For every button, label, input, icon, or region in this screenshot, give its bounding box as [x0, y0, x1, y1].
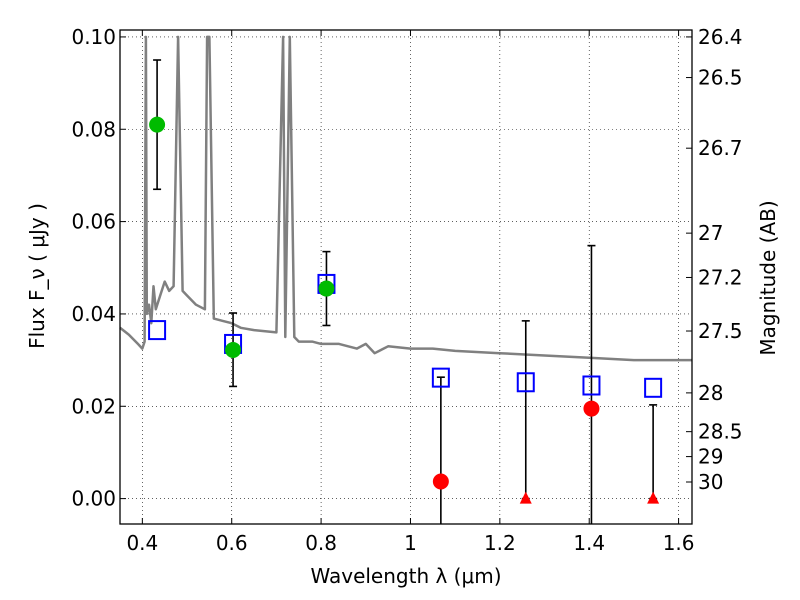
y-axis-label: Flux F_ν ( μJy ): [25, 203, 49, 349]
x-tick-label: 0.8: [305, 531, 337, 555]
y-tick-label: 0.10: [71, 25, 116, 49]
y-tick-label: 0.06: [71, 210, 116, 234]
right-tick-label: 26.5: [698, 66, 743, 90]
x-tick-label: 1.2: [484, 531, 516, 555]
x-tick-label: 0.4: [126, 531, 158, 555]
model-photometry-square: [644, 377, 663, 398]
x-axis-label: Wavelength λ (μm): [310, 564, 501, 588]
right-tick-label: 29: [698, 445, 723, 469]
detection-point: [225, 341, 242, 358]
model-photometry-square: [431, 367, 450, 388]
right-tick-label: 28: [698, 381, 723, 405]
error-bars-layer: [153, 59, 658, 524]
right-tick-label: 27.5: [698, 319, 743, 343]
right-tick-label: 26.4: [698, 25, 743, 49]
model-photometry-square: [516, 372, 535, 393]
upper-limit-triangle: [519, 491, 532, 504]
right-axis-label: Magnitude (AB): [756, 200, 780, 355]
right-tick-label: 28.5: [698, 420, 743, 444]
nondetection-point: [583, 400, 600, 417]
y-tick-label: 0.08: [71, 117, 116, 141]
model-photometry-square: [148, 320, 167, 341]
model-spectrum-layer: [119, 35, 692, 362]
x-tick-label: 1.6: [663, 531, 695, 555]
y-tick-label: 0.00: [71, 487, 116, 511]
x-tick-label: 1: [404, 531, 417, 555]
right-tick-label: 26.7: [698, 136, 743, 160]
upper-limit-triangle: [647, 491, 660, 504]
markers-layer: [148, 116, 663, 504]
model-photometry-square: [582, 375, 601, 396]
x-tick-label: 1.4: [573, 531, 605, 555]
right-tick-label: 27: [698, 221, 723, 245]
ticks-layer: 0.4 0.6 0.8 1 1.2 1.4 1.6 0.00 0.02 0.04 0.06 0.08 0…: [71, 25, 742, 555]
right-tick-label: 30: [698, 470, 723, 494]
model-spectrum-line: [119, 35, 692, 362]
detection-point: [149, 116, 166, 133]
detection-point: [318, 280, 335, 297]
right-tick-label: 27.2: [698, 265, 743, 289]
x-tick-label: 0.6: [216, 531, 248, 555]
y-tick-label: 0.04: [71, 302, 116, 326]
y-tick-label: 0.02: [71, 394, 116, 418]
nondetection-point: [432, 473, 449, 490]
